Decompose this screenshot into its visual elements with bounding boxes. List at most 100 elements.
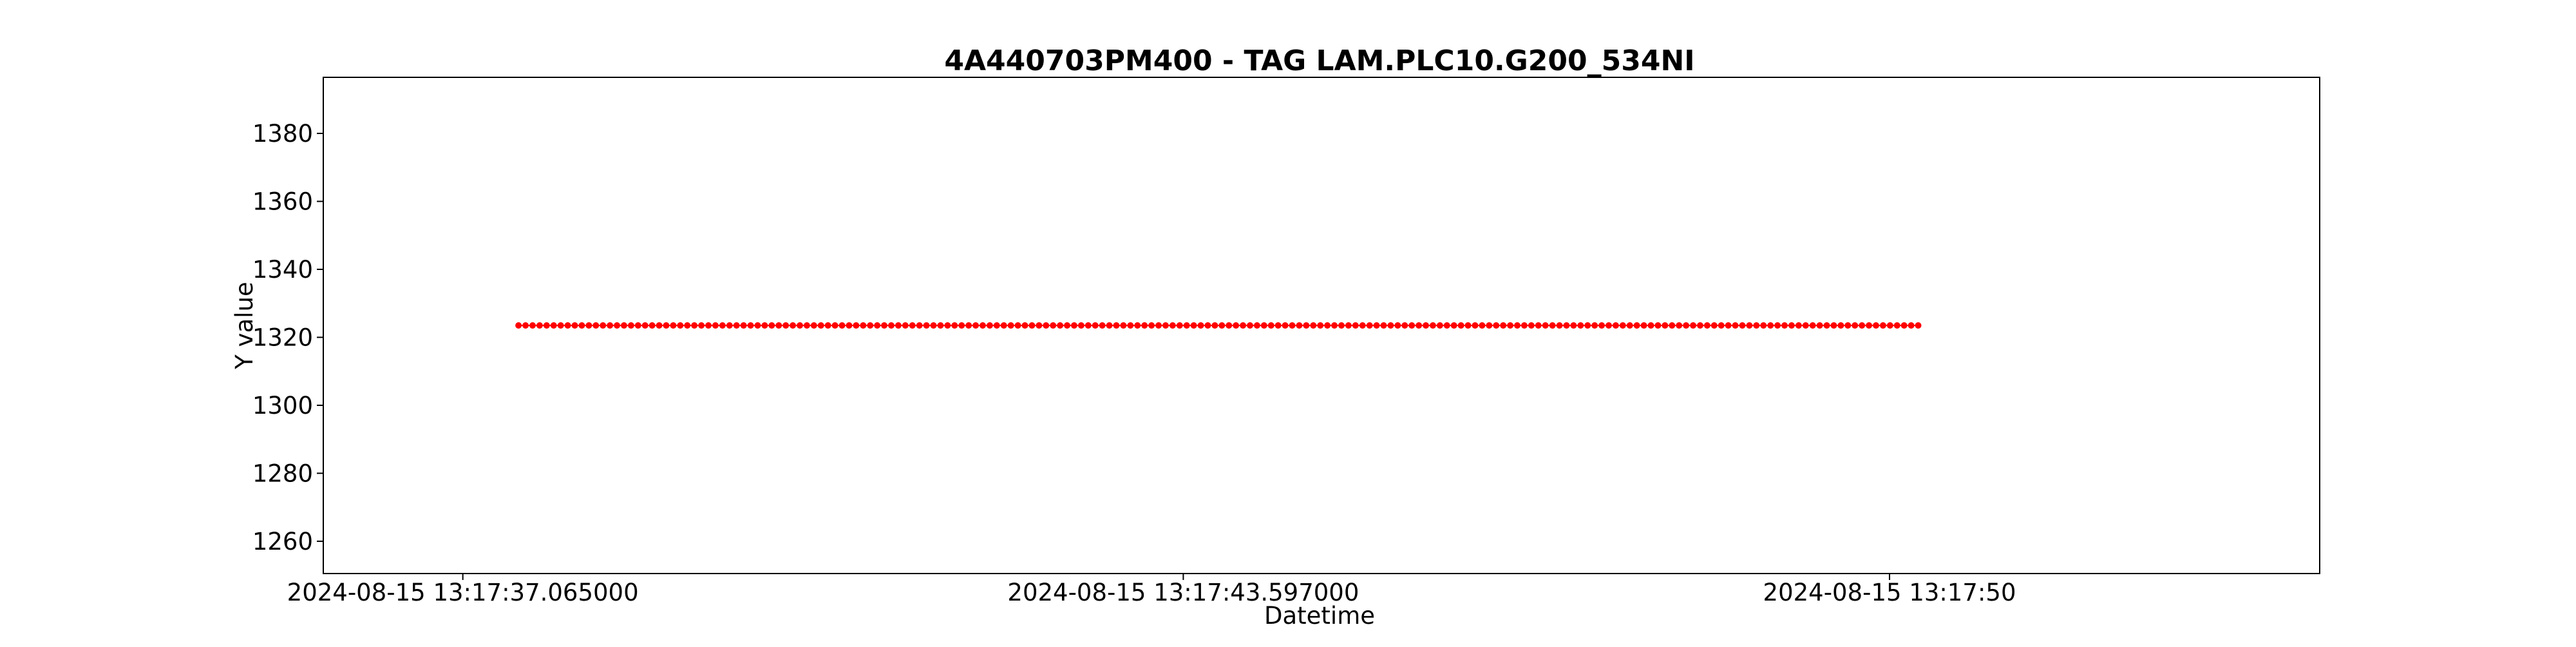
data-point (1352, 322, 1359, 329)
data-point (1007, 322, 1014, 329)
data-point (1064, 322, 1071, 329)
x-tick-label: 2024-08-15 13:17:50 (1763, 579, 2016, 606)
y-tick-label: 1360 (252, 188, 313, 216)
data-point (1084, 322, 1092, 329)
data-point (1893, 322, 1900, 329)
y-tick-label: 1340 (252, 256, 313, 284)
data-point (536, 322, 543, 329)
x-tick-label: 2024-08-15 13:17:43.597000 (1007, 579, 1359, 606)
data-point (543, 322, 550, 329)
data-point (761, 322, 768, 329)
data-point (1697, 322, 1704, 329)
data-point (1879, 322, 1886, 329)
data-point (1795, 322, 1802, 329)
data-point (1809, 322, 1816, 329)
data-point (1781, 322, 1788, 329)
data-point (1725, 322, 1732, 329)
data-point (1591, 322, 1598, 329)
data-point (930, 322, 937, 329)
data-point (768, 322, 775, 329)
data-point (1092, 322, 1099, 329)
data-point (1373, 322, 1380, 329)
data-point (1732, 322, 1739, 329)
data-point (600, 322, 607, 329)
data-point (1155, 322, 1162, 329)
data-point (1204, 322, 1211, 329)
data-point (810, 322, 817, 329)
y-axis: 1260 1280 1300 1320 1340 1360 1380 (252, 120, 323, 555)
data-point (1647, 322, 1654, 329)
data-point (634, 322, 641, 329)
data-point (691, 322, 698, 329)
data-point (578, 322, 585, 329)
data-point (550, 322, 557, 329)
y-tick-label: 1260 (252, 528, 313, 555)
y-tick-label: 1380 (252, 120, 313, 148)
data-point (1380, 322, 1387, 329)
data-point (1401, 322, 1408, 329)
data-point (585, 322, 592, 329)
data-point (1683, 322, 1690, 329)
data-point (1176, 322, 1183, 329)
data-point (874, 322, 881, 329)
data-point (1218, 322, 1226, 329)
data-point (1429, 322, 1436, 329)
data-point (515, 322, 522, 329)
data-point (1774, 322, 1781, 329)
data-point (1267, 322, 1274, 329)
data-point (881, 322, 888, 329)
data-point (937, 322, 944, 329)
data-point (1366, 322, 1373, 329)
data-point (1127, 322, 1134, 329)
data-point (1345, 322, 1352, 329)
data-point (1830, 322, 1837, 329)
data-point (1014, 322, 1021, 329)
data-point (993, 322, 1000, 329)
data-point (1162, 322, 1169, 329)
data-point (719, 322, 726, 329)
data-point (797, 322, 804, 329)
data-point (614, 322, 621, 329)
data-point (529, 322, 536, 329)
data-point (1408, 322, 1416, 329)
data-point (1282, 322, 1289, 329)
data-point (1640, 322, 1647, 329)
data-point (1633, 322, 1640, 329)
data-point (1099, 322, 1106, 329)
data-point (1520, 322, 1528, 329)
y-tick-label: 1280 (252, 459, 313, 487)
data-point (1359, 322, 1366, 329)
data-point (733, 322, 740, 329)
data-point (571, 322, 578, 329)
data-point (754, 322, 761, 329)
data-point (831, 322, 838, 329)
data-point (817, 322, 824, 329)
data-point (1507, 322, 1514, 329)
data-point (1120, 322, 1127, 329)
data-point (1247, 322, 1254, 329)
data-point (740, 322, 747, 329)
x-axis-label: Datetime (1264, 602, 1375, 630)
data-point (1859, 322, 1866, 329)
data-point (641, 322, 649, 329)
data-point (1057, 322, 1064, 329)
data-point (1450, 322, 1457, 329)
data-point (1577, 322, 1584, 329)
data-point (1296, 322, 1303, 329)
data-point (1852, 322, 1859, 329)
data-point (1443, 322, 1450, 329)
data-point (1183, 322, 1190, 329)
data-point (620, 322, 627, 329)
data-point (1816, 322, 1823, 329)
data-point (1654, 322, 1662, 329)
data-point (705, 322, 712, 329)
y-tick-label: 1320 (252, 324, 313, 351)
data-point (663, 322, 670, 329)
data-point (1676, 322, 1683, 329)
data-point (775, 322, 782, 329)
y-axis-label: Y value (231, 282, 258, 369)
data-point (747, 322, 754, 329)
data-point (909, 322, 916, 329)
data-point (1718, 322, 1725, 329)
